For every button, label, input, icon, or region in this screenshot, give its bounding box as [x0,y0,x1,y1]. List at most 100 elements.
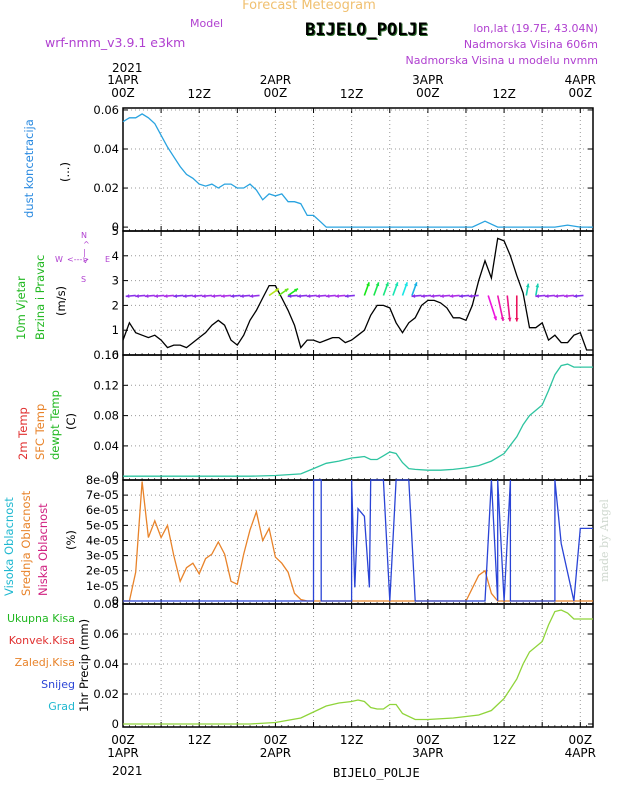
series-line [123,479,593,602]
top-time-tick-label: 12Z [327,88,377,101]
panel-frame [122,107,594,232]
wind-arrow-head [154,294,158,298]
series-line [122,237,593,351]
bottom-time-tick-label: 00Z 2APR [250,734,300,760]
wind-arrow-head [493,316,497,321]
bottom-hour-label: 00Z [263,733,288,747]
bottom-time-tick-label: 00Z 3APR [403,734,453,760]
y-tick-label: 0.12 [93,378,119,392]
wind-direction-arrow [487,295,497,321]
wind-arrow-head [500,317,505,321]
y-tick-label: 5e-05 [86,518,119,532]
wind-arrow-head [316,294,320,298]
y-tick-label: 1 [112,323,119,337]
top-time-tick-label: 4APR 00Z [555,74,605,100]
wind-arrow-head [135,294,139,298]
wind-arrow-head [335,294,339,298]
y-tick-label: 3e-05 [86,549,119,563]
series-line [123,609,593,725]
bottom-time-tick-label: 00Z 1APR [98,734,148,760]
bottom-hour-label: 12Z [339,733,364,747]
wind-arrow-head [375,282,380,287]
bottom-time-tick-label: 12Z [479,734,529,747]
y-tick-label: 0.04 [93,657,119,671]
wind-arrow-head [249,294,254,298]
compass-east: E [105,255,111,264]
wind-arrow-head [440,294,444,298]
y-tick-label: 2 [112,298,119,312]
precip-label-convective: Konvek.Kisa [8,634,75,647]
panel-frame [122,479,594,605]
y-tick-label: 0.02 [93,687,119,701]
wind-arrow-head [230,294,235,298]
wind-arrow-head [125,294,130,298]
wind-arrow-head [394,282,399,287]
top-time-tick-label: 12Z [479,88,529,101]
wind-arrow-head [366,282,370,287]
wind-arrow-head [284,288,289,293]
top-hour-label: 12Z [492,87,516,101]
wind-arrow-head [573,294,578,298]
top-hour-label: 00Z [111,86,135,100]
model-elevation: Nadmorska Visina u modelu nvmm [405,54,599,67]
y-tick-label: 0 [112,594,119,608]
panel-frame [122,354,594,481]
top-time-tick-label: 2APR 00Z [250,74,300,100]
wind-arrow-head [563,294,568,298]
y-tick-label: 0.08 [93,597,119,611]
wind-arrow-head [514,317,519,322]
y-tick-label: 4e-05 [86,533,119,547]
wind-direction-arrow [496,295,504,322]
bottom-date-label: 3APR [412,746,444,760]
compass-arrow: <---> [67,255,90,264]
y-tick-label: 0.04 [93,142,119,156]
bottom-date-label: 1APR [107,746,139,760]
y-tick-label: 0 [112,469,119,483]
bottom-date-label: 4APR [564,746,596,760]
wind-arrow-head [554,294,559,298]
y-tick-label: 6e-05 [86,503,119,517]
top-date-label: 4APR [564,73,596,87]
bottom-time-tick-label: 00Z 4APR [555,734,605,760]
y-tick-label: 0.08 [93,409,119,423]
wind-arrow-head [385,282,389,287]
y-tick-label: 0.16 [93,348,119,362]
wind-arrow-head [535,283,540,288]
y-tick-label: 0.02 [93,181,119,195]
compass-south: S [81,275,87,284]
y-tick-label: 0 [112,717,119,731]
y-tick-label: 0 [112,220,119,234]
year-top: 2021 [112,61,143,75]
top-hour-label: 00Z [568,86,593,100]
precip-label-freezing: Zaledj.Kisa [14,656,75,669]
y-tick-label: 0.04 [93,439,119,453]
footer-station: BIJELO_POLJE [333,766,420,780]
y-tick-label: 0 [112,348,119,362]
wind-arrow-head [413,282,418,287]
top-date-label: 3APR [412,73,444,87]
wind-arrow-head [297,294,301,298]
chart-title: Forecast Meteogram [0,0,618,13]
top-time-tick-label: 3APR 00Z [403,74,453,100]
y-tick-label: 0.06 [93,103,119,117]
wind-arrow-head [535,294,540,298]
y-tick-label: 5 [112,224,119,238]
wind-arrow-head [182,294,187,298]
bottom-date-label: 2APR [259,746,292,760]
wind-arrow-head [404,282,408,287]
precip-label-snow: Snijeg [41,678,75,691]
top-time-tick-label: 12Z [174,88,224,101]
wind-direction-arrow [506,295,511,322]
wind-arrow-head [293,288,298,293]
wind-arrow-head [459,294,463,298]
compass-west: W [55,255,63,264]
bottom-time-tick-label: 12Z [327,734,377,747]
compass-vertical-arrow: ^ | v [83,240,90,265]
year-bottom: 2021 [112,764,143,778]
wind-arrow-head [411,294,416,298]
station-elevation: Nadmorska Visina 606m [463,38,598,51]
series-line [123,363,593,477]
y-tick-label: 3 [112,274,119,288]
wind-arrow-head [449,294,454,298]
